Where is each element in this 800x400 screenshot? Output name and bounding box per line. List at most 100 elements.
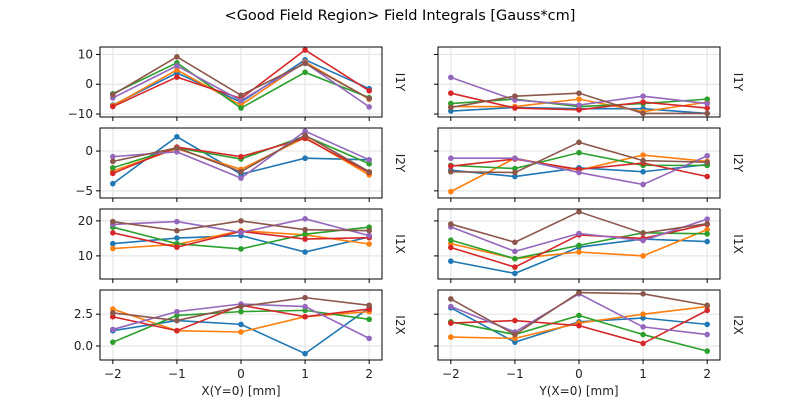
data-point xyxy=(512,317,518,324)
data-point xyxy=(576,96,582,102)
data-point xyxy=(174,244,180,250)
data-point xyxy=(640,230,646,236)
data-point xyxy=(576,169,582,176)
y-tick-label: 20 xyxy=(78,214,93,228)
data-point xyxy=(366,160,372,167)
data-point xyxy=(238,92,244,99)
data-point xyxy=(302,350,308,357)
data-point xyxy=(512,105,518,111)
data-point xyxy=(110,153,116,160)
data-point xyxy=(512,93,518,99)
data-point xyxy=(448,296,454,302)
data-point xyxy=(110,91,116,98)
panel-i2x-y: I2X −2 −1 0 1 2 Y(X=0) [mm] xyxy=(434,289,745,398)
data-point xyxy=(640,181,646,188)
x-tick-label: −1 xyxy=(506,367,524,381)
x-tick-label: 1 xyxy=(639,367,647,381)
y-tick-label: −5 xyxy=(75,184,93,198)
data-point xyxy=(110,326,116,333)
data-point xyxy=(366,227,372,234)
data-point xyxy=(704,96,710,102)
data-point xyxy=(512,270,518,277)
data-point xyxy=(174,62,180,69)
data-point xyxy=(110,339,116,345)
x-tick-label: −2 xyxy=(442,367,460,381)
data-point xyxy=(512,165,518,172)
data-point xyxy=(640,99,646,105)
data-point xyxy=(238,246,244,252)
data-point xyxy=(448,188,454,195)
y-tick-label: 0 xyxy=(85,77,93,91)
data-point xyxy=(174,74,180,80)
data-point xyxy=(704,238,710,245)
panel-i1x-y: I1X xyxy=(434,208,745,283)
data-point xyxy=(704,110,710,117)
data-point xyxy=(704,302,710,309)
y-axis-label: I2X xyxy=(393,315,407,334)
data-point xyxy=(704,159,710,166)
data-point xyxy=(110,103,116,110)
data-point xyxy=(174,308,180,315)
data-point xyxy=(174,218,180,225)
data-point xyxy=(576,209,582,215)
data-point xyxy=(448,163,454,169)
y-axis-label: I1Y xyxy=(393,73,407,92)
y-axis-label: I2X xyxy=(731,315,745,334)
data-point xyxy=(302,47,308,53)
data-point xyxy=(448,90,454,96)
panel-i2y-y: I2Y xyxy=(434,127,745,202)
panel-i1x-x: 20 10 I1X xyxy=(78,208,407,283)
data-point xyxy=(238,153,244,160)
data-point xyxy=(448,244,454,251)
data-point xyxy=(174,327,180,334)
data-point xyxy=(302,303,308,310)
data-point xyxy=(704,231,710,237)
data-point xyxy=(512,169,518,176)
data-point xyxy=(448,320,454,326)
data-point xyxy=(704,105,710,111)
data-point xyxy=(576,249,582,255)
data-point xyxy=(366,241,372,247)
data-point xyxy=(238,308,244,315)
x-tick-label: −1 xyxy=(168,367,186,381)
data-point xyxy=(238,168,244,175)
data-point xyxy=(704,321,710,328)
data-point xyxy=(174,235,180,241)
data-point xyxy=(704,173,710,180)
data-point xyxy=(238,303,244,310)
data-point xyxy=(366,302,372,309)
data-point xyxy=(110,170,116,177)
data-point xyxy=(704,220,710,227)
data-point xyxy=(640,331,646,338)
data-point xyxy=(512,255,518,262)
data-point xyxy=(366,157,372,163)
data-point xyxy=(448,334,454,340)
data-point xyxy=(448,168,454,175)
data-point xyxy=(448,237,454,243)
data-point xyxy=(238,229,244,236)
data-point xyxy=(448,258,454,264)
y-tick-label: 10 xyxy=(78,249,93,263)
data-point xyxy=(704,153,710,159)
data-point xyxy=(110,245,116,252)
chart-title: <Good Field Region> Field Integrals [Gau… xyxy=(225,8,576,24)
data-point xyxy=(302,69,308,76)
data-point xyxy=(512,239,518,246)
x-axis-label: Y(X=0) [mm] xyxy=(538,384,618,398)
data-point xyxy=(174,317,180,324)
data-point xyxy=(448,74,454,81)
data-point xyxy=(704,100,710,107)
data-point xyxy=(704,348,710,354)
x-tick-label: −2 xyxy=(104,367,122,381)
data-point xyxy=(110,164,116,171)
data-point xyxy=(302,249,308,255)
data-point xyxy=(640,110,646,117)
data-point xyxy=(576,139,582,146)
data-point xyxy=(174,54,180,60)
data-point xyxy=(302,132,308,138)
data-point xyxy=(238,97,244,104)
data-point xyxy=(110,230,116,236)
data-point xyxy=(576,242,582,249)
data-point xyxy=(238,321,244,328)
